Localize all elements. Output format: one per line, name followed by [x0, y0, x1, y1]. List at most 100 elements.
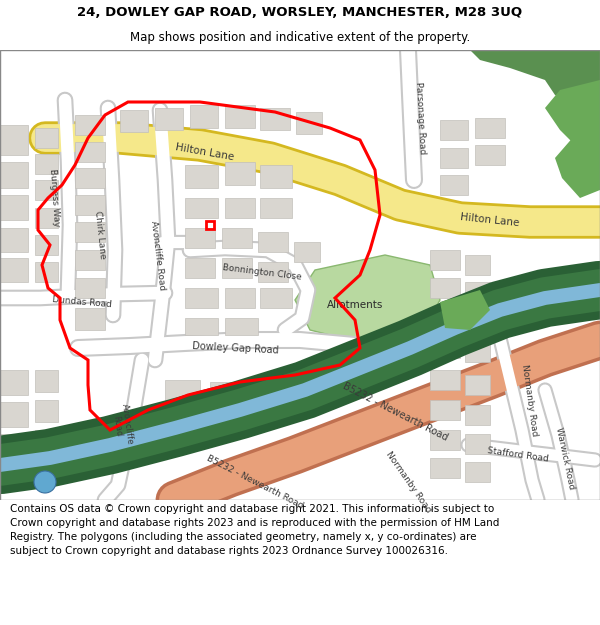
Text: Parsonage Road: Parsonage Road [413, 82, 427, 154]
Polygon shape [465, 405, 490, 425]
Polygon shape [222, 258, 252, 278]
Polygon shape [75, 278, 105, 298]
Polygon shape [440, 148, 468, 168]
Polygon shape [75, 115, 105, 135]
Polygon shape [210, 408, 240, 428]
Text: Normanby Road: Normanby Road [383, 450, 433, 514]
Polygon shape [430, 370, 460, 390]
Polygon shape [0, 258, 28, 282]
Polygon shape [260, 108, 290, 130]
Polygon shape [465, 434, 490, 454]
Polygon shape [35, 458, 58, 480]
Polygon shape [210, 382, 240, 402]
Polygon shape [430, 308, 460, 328]
Polygon shape [465, 255, 490, 275]
Polygon shape [248, 382, 278, 402]
Polygon shape [75, 168, 105, 188]
Text: Chirk Lane: Chirk Lane [93, 211, 107, 259]
Bar [206, 221, 214, 229]
Text: B5232 - Newearth Road: B5232 - Newearth Road [205, 454, 305, 511]
Polygon shape [295, 255, 440, 345]
Text: Dowley Gap Road: Dowley Gap Road [191, 341, 278, 355]
Polygon shape [75, 222, 105, 242]
Polygon shape [430, 250, 460, 270]
Text: Burgess Way: Burgess Way [49, 169, 62, 228]
Polygon shape [120, 110, 148, 132]
Polygon shape [185, 258, 215, 278]
Polygon shape [0, 162, 28, 188]
Polygon shape [185, 198, 218, 218]
Polygon shape [260, 198, 292, 218]
Polygon shape [440, 290, 490, 330]
Polygon shape [35, 154, 58, 174]
Polygon shape [190, 105, 218, 128]
Polygon shape [465, 282, 490, 302]
Text: Hilton Lane: Hilton Lane [175, 142, 235, 162]
Polygon shape [35, 262, 58, 282]
Text: B5232 - Newearth Road: B5232 - Newearth Road [341, 381, 449, 443]
Text: Normanby Road: Normanby Road [520, 364, 539, 436]
Polygon shape [294, 242, 320, 262]
Polygon shape [0, 125, 28, 155]
Polygon shape [470, 50, 600, 105]
Polygon shape [185, 318, 218, 335]
Polygon shape [35, 235, 58, 255]
Polygon shape [430, 458, 460, 478]
Text: Bonnington Close: Bonnington Close [222, 262, 302, 281]
Polygon shape [0, 402, 28, 427]
Polygon shape [225, 162, 255, 185]
Polygon shape [35, 128, 58, 148]
Polygon shape [75, 308, 105, 330]
Polygon shape [430, 338, 460, 358]
Polygon shape [465, 462, 490, 482]
Polygon shape [225, 105, 255, 128]
Text: Avoncliffe Road: Avoncliffe Road [149, 219, 167, 291]
Text: Allotments: Allotments [327, 300, 383, 310]
Polygon shape [185, 165, 218, 188]
Polygon shape [465, 342, 490, 362]
Text: 24, DOWLEY GAP ROAD, WORSLEY, MANCHESTER, M28 3UQ: 24, DOWLEY GAP ROAD, WORSLEY, MANCHESTER… [77, 6, 523, 19]
Polygon shape [475, 145, 505, 165]
Polygon shape [0, 228, 28, 252]
Polygon shape [440, 175, 468, 195]
Text: Dundas Road: Dundas Road [52, 295, 112, 309]
Polygon shape [165, 380, 200, 400]
Text: Map shows position and indicative extent of the property.: Map shows position and indicative extent… [130, 31, 470, 44]
Polygon shape [75, 195, 105, 215]
Polygon shape [185, 228, 215, 248]
Polygon shape [296, 112, 322, 134]
Polygon shape [35, 208, 58, 228]
Text: Avoncliffe
Road: Avoncliffe Road [110, 403, 134, 447]
Polygon shape [75, 142, 105, 162]
Polygon shape [75, 250, 105, 270]
Text: Stafford Road: Stafford Road [487, 446, 549, 464]
Polygon shape [430, 400, 460, 420]
Text: Hilton Lane: Hilton Lane [460, 212, 520, 228]
Polygon shape [260, 165, 292, 188]
Polygon shape [260, 288, 292, 308]
Polygon shape [35, 180, 58, 200]
Polygon shape [35, 400, 58, 422]
Polygon shape [258, 262, 288, 282]
Polygon shape [430, 278, 460, 298]
Polygon shape [465, 375, 490, 395]
Polygon shape [440, 120, 468, 140]
Polygon shape [248, 405, 278, 425]
Polygon shape [155, 108, 183, 130]
Polygon shape [545, 80, 600, 150]
Polygon shape [0, 195, 28, 220]
Polygon shape [258, 232, 288, 252]
Text: Warwick Road: Warwick Road [554, 426, 576, 490]
Circle shape [34, 471, 56, 493]
Polygon shape [465, 312, 490, 332]
Polygon shape [35, 430, 58, 452]
Polygon shape [0, 370, 28, 395]
Polygon shape [185, 288, 218, 308]
Polygon shape [225, 318, 258, 335]
Polygon shape [0, 434, 28, 458]
Polygon shape [222, 228, 252, 248]
Polygon shape [225, 198, 255, 218]
Polygon shape [555, 128, 600, 198]
Polygon shape [475, 118, 505, 138]
Text: Contains OS data © Crown copyright and database right 2021. This information is : Contains OS data © Crown copyright and d… [10, 504, 499, 556]
